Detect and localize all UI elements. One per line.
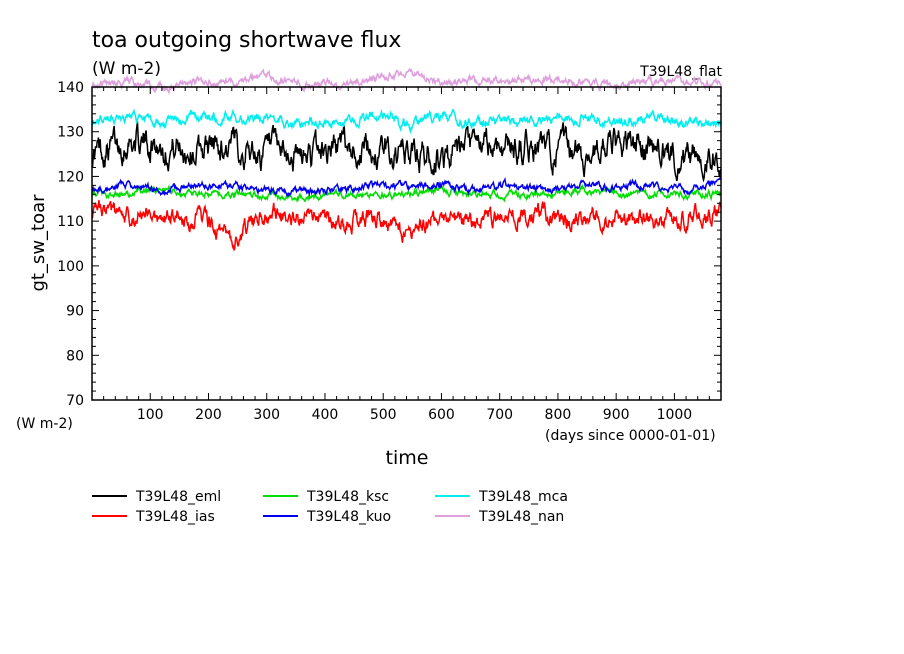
chart-title: toa outgoing shortwave flux [92, 28, 401, 53]
y-tick-label: 140 [57, 80, 84, 96]
y-tick-label: 110 [57, 214, 84, 230]
legend-label: T39L48_nan [478, 509, 564, 525]
y-tick-label: 120 [57, 169, 84, 185]
legend-label: T39L48_mca [478, 489, 568, 505]
x-tick-label: 800 [545, 407, 572, 423]
legend-label: T39L48_eml [135, 489, 221, 505]
x-tick-label: 400 [312, 407, 339, 423]
x-unit-label: (days since 0000-01-01) [545, 428, 716, 444]
y-tick-label: 130 [57, 125, 84, 141]
x-tick-label: 600 [428, 407, 455, 423]
y-unit-label: (W m-2) [16, 416, 73, 432]
legend-label: T39L48_kuo [306, 509, 391, 525]
legend-label: T39L48_ksc [306, 489, 389, 505]
series-line-t39l48-ias [92, 200, 722, 252]
plot-frame [91, 86, 722, 401]
legend-label: T39L48_ias [135, 509, 215, 525]
legend: T39L48_eml T39L48_ias T39L48_ksc T39L48_kuo… [92, 489, 568, 525]
y-tick-label: 80 [66, 348, 84, 364]
x-tick-label: 200 [195, 407, 222, 423]
series-line-t39l48-kuo [92, 174, 722, 198]
run-label: T39L48_flat [639, 64, 722, 80]
y-axis: 70 80 90 100 110 120 130 140 [57, 80, 721, 409]
x-axis-label: time [386, 447, 429, 469]
y-tick-label: 100 [57, 259, 84, 275]
x-axis: 100 200 300 400 500 600 700 800 900 1000 [103, 87, 710, 423]
x-tick-label: 900 [603, 407, 630, 423]
x-tick-label: 100 [137, 407, 164, 423]
y-axis-label: gt_sw_toar [28, 194, 49, 292]
series-layer [92, 67, 722, 252]
series-line-t39l48-nan [92, 67, 722, 96]
x-tick-label: 500 [370, 407, 397, 423]
x-tick-label: 300 [253, 407, 280, 423]
series-line-t39l48-ksc [92, 183, 722, 204]
series-line-t39l48-eml [92, 121, 722, 183]
chart-subtitle: (W m-2) [92, 59, 161, 79]
x-tick-label: 1000 [657, 407, 693, 423]
y-tick-label: 70 [66, 393, 84, 409]
x-tick-label: 700 [486, 407, 513, 423]
series-line-t39l48-mca [92, 108, 722, 135]
y-tick-label: 90 [66, 304, 84, 320]
